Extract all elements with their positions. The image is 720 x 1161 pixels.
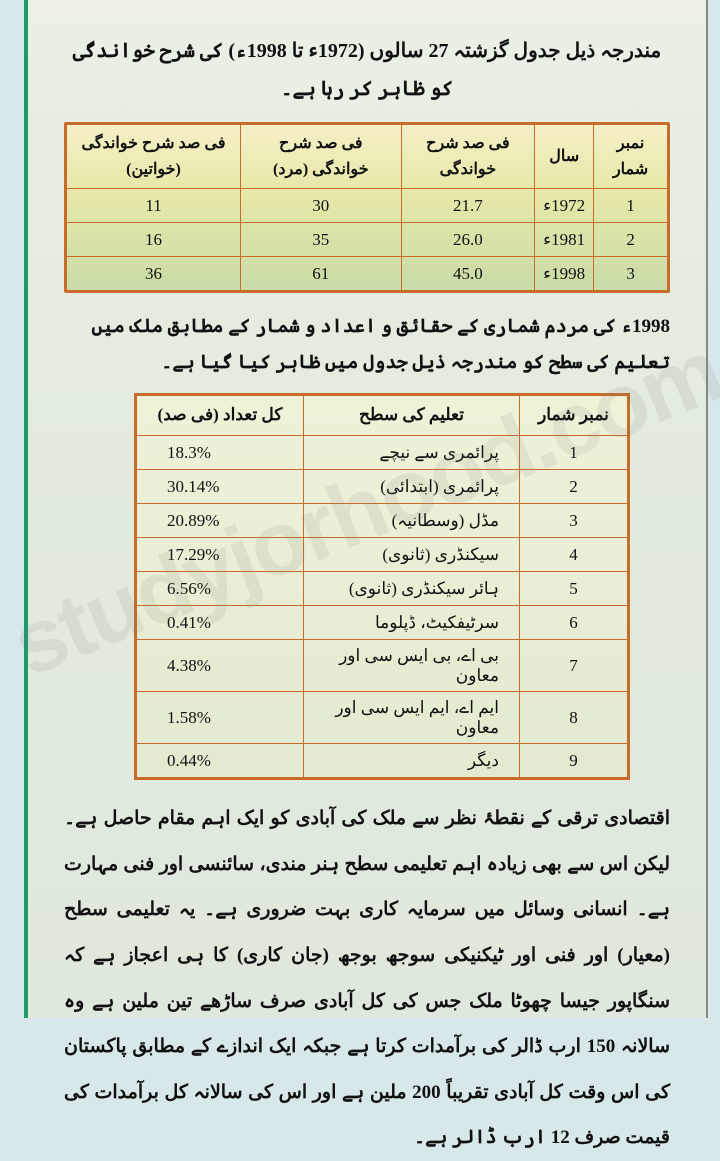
table-row: 9دیگر0.44%: [137, 744, 628, 778]
cell: 2: [519, 470, 627, 504]
intro-text-1: مندرجہ ذیل جدول گزشتہ 27 سالوں (1972ء تا…: [64, 32, 670, 108]
table-row: 6سرٹیفکیٹ، ڈپلوما0.41%: [137, 606, 628, 640]
cell: 11: [67, 189, 241, 223]
cell: 5: [519, 572, 627, 606]
body-paragraph: اقتصادی ترقی کے نقطۂ نظر سے ملک کی آبادی…: [64, 796, 670, 1161]
col-female: فی صد شرح خواندگی (خواتین): [67, 125, 241, 189]
cell: دیگر: [303, 744, 519, 778]
cell: ایم اے، ایم ایس سی اور معاون: [303, 692, 519, 744]
cell: 18.3%: [137, 436, 304, 470]
cell: بی اے، بی ایس سی اور معاون: [303, 640, 519, 692]
cell: 45.0: [401, 257, 535, 291]
col-serial: نمبر شمار: [594, 125, 668, 189]
cell: 17.29%: [137, 538, 304, 572]
cell: 6: [519, 606, 627, 640]
col-male: فی صد شرح خواندگی (مرد): [241, 125, 402, 189]
literacy-table: نمبر شمار سال فی صد شرح خواندگی فی صد شر…: [66, 124, 668, 291]
cell: 26.0: [401, 223, 535, 257]
cell: 61: [241, 257, 402, 291]
cell: 30: [241, 189, 402, 223]
table-row: 21981ء26.03516: [67, 223, 668, 257]
cell: 3: [519, 504, 627, 538]
edu-level-table-container: نمبر شمار تعلیم کی سطح کل تعداد (فی صد) …: [134, 393, 630, 780]
col-year: سال: [535, 125, 594, 189]
cell: 36: [67, 257, 241, 291]
col2-serial: نمبر شمار: [519, 396, 627, 436]
table-row: 1پرائمری سے نیچے18.3%: [137, 436, 628, 470]
table-row: 3مڈل (وسطانیہ)20.89%: [137, 504, 628, 538]
cell: 35: [241, 223, 402, 257]
cell: 4.38%: [137, 640, 304, 692]
intro-text-2: 1998ء کی مردم شماری کے حقائق و اعداد و ش…: [64, 309, 670, 381]
cell: پرائمری (ابتدائی): [303, 470, 519, 504]
cell: 7: [519, 640, 627, 692]
table-row: 31998ء45.06136: [67, 257, 668, 291]
cell: سرٹیفکیٹ، ڈپلوما: [303, 606, 519, 640]
table-row: 2پرائمری (ابتدائی)30.14%: [137, 470, 628, 504]
cell: 9: [519, 744, 627, 778]
cell: 30.14%: [137, 470, 304, 504]
cell: 0.44%: [137, 744, 304, 778]
table-row: 7بی اے، بی ایس سی اور معاون4.38%: [137, 640, 628, 692]
cell: 4: [519, 538, 627, 572]
cell: ہائر سیکنڈری (ثانوی): [303, 572, 519, 606]
edu-level-table: نمبر شمار تعلیم کی سطح کل تعداد (فی صد) …: [136, 395, 628, 778]
cell: 16: [67, 223, 241, 257]
col-literacy: فی صد شرح خواندگی: [401, 125, 535, 189]
col2-pct: کل تعداد (فی صد): [137, 396, 304, 436]
literacy-table-container: نمبر شمار سال فی صد شرح خواندگی فی صد شر…: [64, 122, 670, 293]
table-row: 4سیکنڈری (ثانوی)17.29%: [137, 538, 628, 572]
cell: 3: [594, 257, 668, 291]
table-row: 11972ء21.73011: [67, 189, 668, 223]
col2-level: تعلیم کی سطح: [303, 396, 519, 436]
cell: مڈل (وسطانیہ): [303, 504, 519, 538]
cell: 1: [594, 189, 668, 223]
cell: 21.7: [401, 189, 535, 223]
cell: 2: [594, 223, 668, 257]
cell: سیکنڈری (ثانوی): [303, 538, 519, 572]
table-row: 5ہائر سیکنڈری (ثانوی)6.56%: [137, 572, 628, 606]
cell: 0.41%: [137, 606, 304, 640]
table-row: 8ایم اے، ایم ایس سی اور معاون1.58%: [137, 692, 628, 744]
cell: 1: [519, 436, 627, 470]
cell: 1972ء: [535, 189, 594, 223]
cell: 1.58%: [137, 692, 304, 744]
cell: 1981ء: [535, 223, 594, 257]
cell: پرائمری سے نیچے: [303, 436, 519, 470]
page-content: studyjorhood.com مندرجہ ذیل جدول گزشتہ 2…: [24, 0, 708, 1018]
cell: 8: [519, 692, 627, 744]
cell: 1998ء: [535, 257, 594, 291]
cell: 6.56%: [137, 572, 304, 606]
cell: 20.89%: [137, 504, 304, 538]
